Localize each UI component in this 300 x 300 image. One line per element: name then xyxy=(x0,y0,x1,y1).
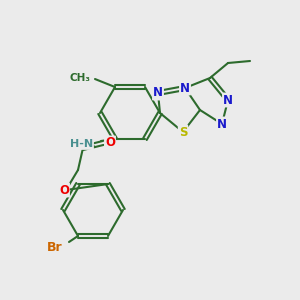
Text: S: S xyxy=(179,125,187,139)
Text: CH₃: CH₃ xyxy=(70,73,91,83)
Text: H-N: H-N xyxy=(70,139,93,149)
Text: O: O xyxy=(59,184,69,196)
Text: N: N xyxy=(223,94,233,106)
Text: N: N xyxy=(217,118,227,130)
Text: O: O xyxy=(105,136,115,149)
Text: N: N xyxy=(153,86,163,100)
Text: N: N xyxy=(180,82,190,94)
Text: Br: Br xyxy=(47,242,63,254)
